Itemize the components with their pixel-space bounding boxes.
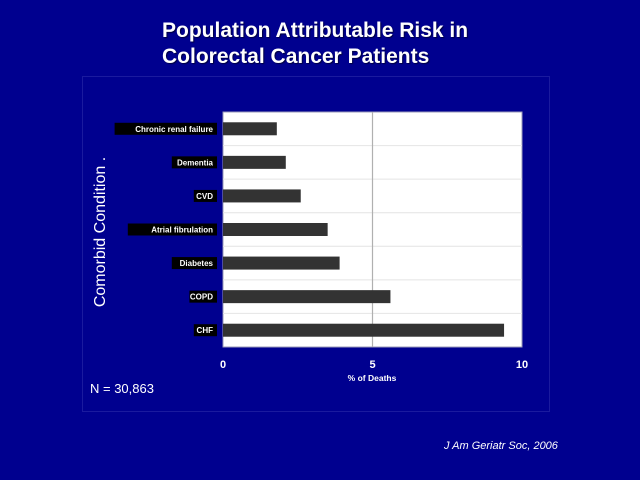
citation: J Am Geriatr Soc, 2006 bbox=[444, 440, 558, 452]
x-tick-label: 0 bbox=[220, 359, 226, 371]
category-label-background bbox=[189, 290, 217, 303]
title-line-1: Population Attributable Risk in bbox=[162, 19, 469, 42]
x-tick-label: 10 bbox=[516, 359, 528, 371]
bar-diabetes bbox=[223, 256, 340, 270]
category-label-background bbox=[127, 223, 217, 236]
category-label-background bbox=[193, 324, 217, 337]
slide-title: Population Attributable Risk in Colorect… bbox=[162, 18, 468, 70]
sample-size: N = 30,863 bbox=[90, 381, 154, 396]
category-label: CVD bbox=[196, 192, 213, 201]
bar-dementia bbox=[223, 155, 286, 169]
category-label: COPD bbox=[190, 293, 213, 302]
category-label: CHF bbox=[197, 326, 214, 335]
bar-chronic-renal-failure bbox=[223, 122, 277, 136]
category-label-background bbox=[114, 122, 217, 135]
category-label: Chronic renal failure bbox=[135, 125, 213, 134]
bar-atrial-fibrulation bbox=[223, 223, 328, 236]
category-label: Dementia bbox=[177, 158, 214, 167]
category-label-background bbox=[193, 189, 217, 202]
bar-copd bbox=[223, 290, 391, 304]
bar-chf bbox=[223, 323, 505, 337]
x-axis-label: % of Deaths bbox=[348, 373, 397, 383]
category-label: Diabetes bbox=[180, 259, 214, 268]
category-label: Atrial fibrulation bbox=[151, 226, 213, 235]
x-tick-label: 5 bbox=[369, 359, 375, 371]
bar-cvd bbox=[223, 189, 301, 203]
category-label-background bbox=[171, 257, 217, 270]
chart-frame bbox=[82, 76, 550, 412]
title-line-2: Colorectal Cancer Patients bbox=[162, 45, 430, 68]
category-label-background bbox=[171, 156, 217, 169]
